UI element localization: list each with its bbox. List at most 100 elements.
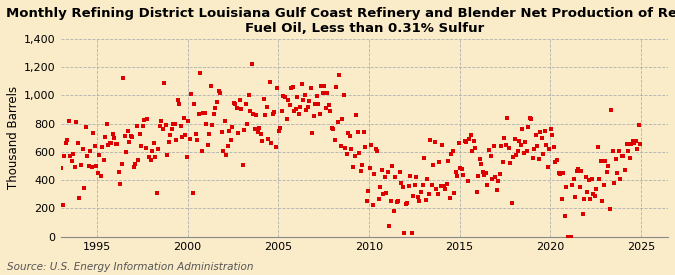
Point (594, 177, 605, 181)
Point (204, 132, 215, 137)
Point (68, 152, 79, 156)
Point (398, 185, 408, 189)
Point (420, 197, 431, 202)
Point (406, 231, 417, 235)
Point (271, 145, 281, 150)
Point (242, 122, 252, 127)
Point (62, 138, 73, 142)
Point (634, 142, 645, 146)
Point (547, 133, 558, 137)
Point (74, 196, 85, 200)
Point (88, 131, 99, 136)
Point (354, 150, 364, 155)
Point (405, 174, 416, 178)
Point (559, 214, 570, 218)
Point (261, 104, 272, 109)
Point (217, 149, 228, 153)
Point (246, 62, 257, 66)
Point (172, 97, 183, 102)
Point (94, 152, 105, 157)
Point (83, 164, 94, 168)
Point (299, 92, 310, 97)
Point (144, 154, 155, 159)
Point (624, 156, 635, 160)
Point (189, 102, 200, 106)
Point (576, 169, 587, 173)
Point (544, 147, 555, 152)
Point (248, 112, 259, 117)
Point (162, 153, 173, 157)
Point (416, 189, 427, 194)
Point (76, 163, 86, 167)
Point (404, 183, 414, 188)
Point (342, 152, 352, 156)
Point (393, 198, 404, 203)
Point (194, 112, 205, 117)
Point (378, 192, 389, 196)
Point (464, 137, 475, 141)
Point (230, 101, 240, 106)
Point (470, 146, 481, 150)
Point (622, 149, 633, 153)
Point (119, 134, 130, 138)
Point (169, 122, 180, 127)
Point (373, 197, 384, 201)
Point (236, 107, 246, 112)
Point (177, 135, 188, 139)
Point (115, 182, 126, 186)
Point (71, 120, 82, 125)
Point (183, 119, 194, 123)
Point (355, 169, 366, 174)
Point (565, 235, 576, 239)
Point (466, 133, 477, 137)
Point (160, 123, 171, 127)
Point (467, 149, 478, 153)
Point (304, 99, 315, 103)
Point (577, 212, 588, 216)
Title: Monthly Refining District Louisiana Gulf Coast Refinery and Blender Net Producti: Monthly Refining District Louisiana Gulf… (6, 7, 675, 35)
Point (414, 198, 425, 203)
Point (520, 140, 531, 144)
Point (475, 157, 485, 161)
Point (210, 106, 221, 110)
Point (524, 116, 535, 120)
Point (550, 160, 561, 164)
Point (632, 147, 643, 152)
Point (171, 138, 182, 143)
Point (388, 208, 399, 213)
Point (627, 139, 638, 143)
Point (585, 197, 595, 201)
Point (283, 98, 294, 102)
Point (529, 146, 540, 151)
Point (435, 184, 446, 188)
Point (376, 168, 387, 172)
Point (396, 181, 407, 185)
Point (361, 199, 372, 203)
Point (553, 170, 564, 175)
Point (151, 191, 162, 195)
Point (157, 127, 168, 131)
Point (564, 235, 574, 239)
Point (308, 114, 319, 119)
Point (567, 183, 578, 187)
Point (446, 152, 456, 156)
Point (322, 91, 333, 96)
Point (597, 199, 608, 203)
Point (213, 89, 224, 93)
Point (67, 159, 78, 163)
Point (535, 130, 546, 134)
Point (454, 141, 464, 145)
Point (293, 111, 304, 116)
Point (166, 126, 177, 131)
Point (180, 132, 190, 137)
Point (600, 159, 611, 163)
Point (502, 116, 512, 121)
Point (228, 101, 239, 106)
Point (92, 171, 103, 175)
Point (628, 141, 639, 145)
Point (532, 144, 543, 148)
Point (195, 70, 206, 75)
Point (340, 146, 351, 150)
Point (574, 184, 585, 189)
Point (605, 207, 616, 211)
